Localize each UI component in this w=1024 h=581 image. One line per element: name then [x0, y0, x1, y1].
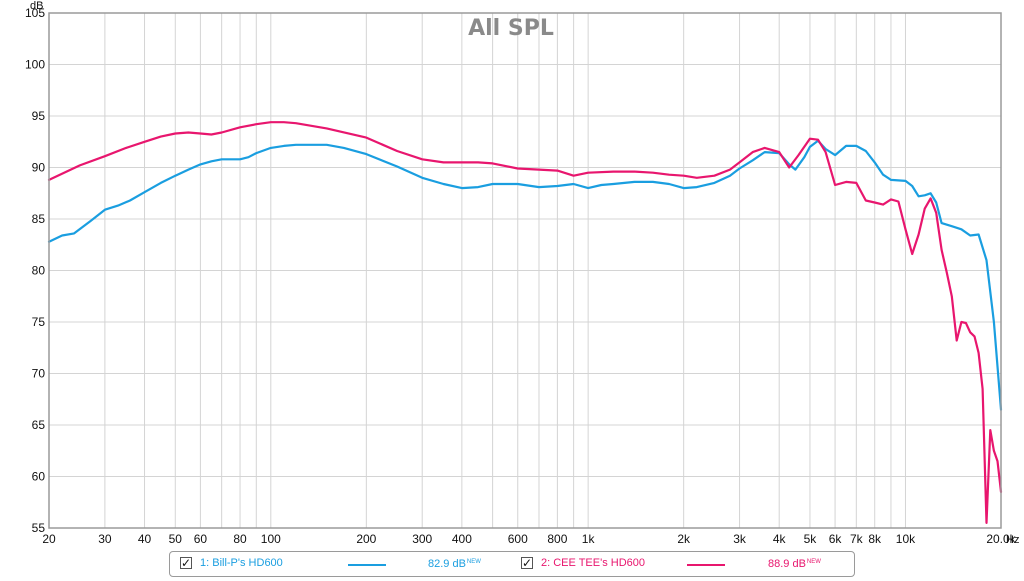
y-axis-ticks: 55 60 65 70 75 80 85 90 95 100 105: [25, 6, 45, 535]
spl-chart: 55 60 65 70 75 80 85 90 95 100 105 20 30 40 50 60 80 100…: [25, 0, 1019, 546]
x-tick-label: 7k: [850, 532, 864, 546]
x-tick-label: 60: [194, 532, 208, 546]
y-tick-label: 75: [32, 315, 46, 329]
y-tick-label: 105: [25, 6, 45, 20]
x-tick-label: 200: [356, 532, 376, 546]
x-tick-label: 30: [98, 532, 112, 546]
plot-frame: [48, 12, 1002, 529]
series-2-name: 2: CEE TEE's HD600: [541, 557, 645, 569]
x-tick-label: 400: [452, 532, 472, 546]
y-tick-label: 90: [32, 161, 46, 175]
series-1-name: 1: Bill-P's HD600: [200, 557, 283, 569]
x-tick-label: 20: [42, 532, 56, 546]
y-tick-label: 70: [32, 367, 46, 381]
x-tick-label: 100: [261, 532, 281, 546]
x-tick-label: 8k: [868, 532, 882, 546]
y-tick-label: 100: [25, 58, 45, 72]
series-1-offset: 82.9 dBNEW: [428, 558, 481, 570]
y-axis-unit: dB: [30, 0, 43, 12]
x-tick-label: 2k: [677, 532, 691, 546]
y-tick-label: 80: [32, 264, 46, 278]
x-tick-label: 300: [412, 532, 432, 546]
x-axis-ticks: 20 30 40 50 60 80 100 200 300 400 600 800 1k 2k 3k 4k 5k…: [42, 532, 1016, 546]
series-1-checkbox[interactable]: ✓: [180, 556, 192, 570]
y-tick-label: 85: [32, 212, 46, 226]
legend: ✓ 1: Bill-P's HD600 82.9 dBNEW ✓ 2: CEE …: [169, 551, 855, 577]
x-tick-label: 4k: [773, 532, 787, 546]
x-tick-label: 800: [547, 532, 567, 546]
x-tick-label: 50: [169, 532, 183, 546]
series-1-swatch: [348, 564, 386, 566]
x-tick-label: 1k: [582, 532, 596, 546]
chart-title: All SPL: [468, 16, 554, 41]
y-tick-label: 95: [32, 109, 46, 123]
grid-lines: [49, 13, 1001, 528]
x-tick-label: 80: [233, 532, 247, 546]
x-tick-label: 40: [138, 532, 152, 546]
x-tick-label: 6k: [829, 532, 843, 546]
series-line-2: [47, 121, 1003, 525]
series-2-checkbox[interactable]: ✓: [521, 556, 533, 570]
y-tick-label: 60: [32, 470, 46, 484]
x-tick-label: 5k: [804, 532, 818, 546]
y-tick-label: 55: [32, 521, 46, 535]
series-line-1: [47, 139, 1003, 411]
x-tick-label: 20.0k: [986, 532, 1016, 546]
series-lines: [47, 121, 1003, 525]
series-2-offset: 88.9 dBNEW: [768, 558, 821, 570]
x-tick-label: 10k: [896, 532, 916, 546]
x-axis-unit: Hz: [1006, 534, 1019, 546]
series-2-swatch: [687, 564, 725, 566]
x-tick-label: 600: [508, 532, 528, 546]
x-tick-label: 3k: [733, 532, 747, 546]
y-tick-label: 65: [32, 418, 46, 432]
